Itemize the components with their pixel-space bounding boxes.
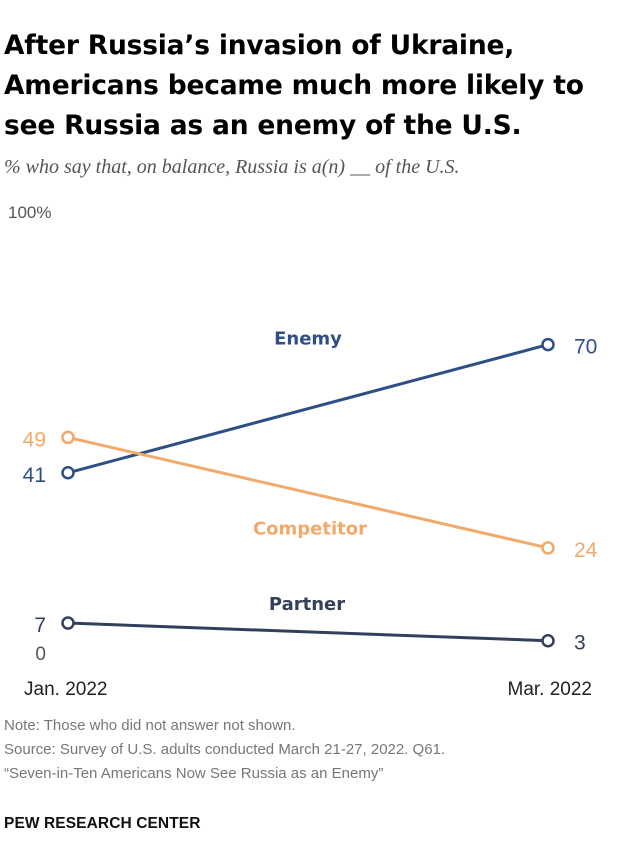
chart-report-title: “Seven-in-Ten Americans Now See Russia a… [4,765,384,782]
y-axis-top-label: 100% [8,203,51,222]
series-label-partner: Partner [269,594,345,615]
chart-title: After Russia’s invasion of Ukraine, Amer… [4,30,584,141]
chart-note: Note: Those who did not answer not shown… [4,717,296,734]
data-label: 49 [23,428,46,451]
series-line-competitor [66,435,550,550]
chart-source: Source: Survey of U.S. adults conducted … [4,741,446,758]
data-label: 41 [23,464,46,487]
data-point-marker [541,337,555,352]
data-point-marker [541,541,555,555]
x-tick-label: Mar. 2022 [508,679,593,700]
data-point-marker [61,616,75,630]
data-label: 3 [574,632,586,655]
chart-subtitle: % who say that, on balance, Russia is a(… [4,156,460,178]
x-tick-label: Jan. 2022 [24,679,107,700]
series-line-partner [66,621,550,643]
data-point-marker [61,466,75,480]
series-label-competitor: Competitor [253,519,367,540]
data-label: 70 [574,336,597,359]
line-chart: 100% 0 Jan. 2022 Mar. 2022 41 70 49 24 7 3 Enemy… [8,203,598,700]
series-line-enemy [66,343,550,475]
y-axis-bottom-label: 0 [35,644,46,665]
data-point-marker [61,430,75,445]
data-point-marker [541,633,555,648]
series-label-enemy: Enemy [274,329,342,350]
pew-research-center-logo: PEW RESEARCH CENTER [4,815,201,832]
data-label: 24 [574,539,598,562]
data-label: 7 [34,614,46,637]
